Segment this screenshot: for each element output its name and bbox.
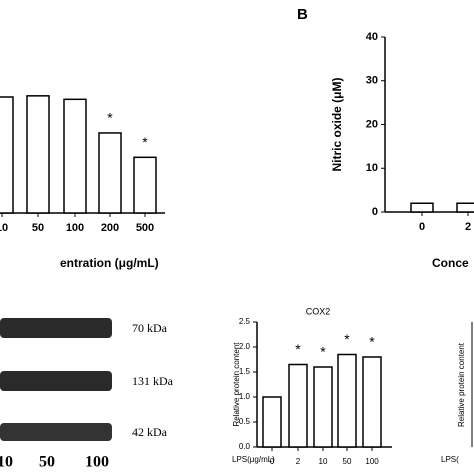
y-tick-label: 30 [366, 75, 378, 87]
x-tick-label: 50 [32, 222, 44, 234]
bar [262, 396, 282, 448]
significance: * [107, 110, 113, 126]
y-tick-label: 0 [372, 206, 378, 218]
y-tick-label: 0.0 [239, 442, 251, 451]
x-axis-label: Conce [432, 256, 469, 270]
y-tick-label: 2.5 [239, 317, 251, 326]
bar [98, 132, 122, 214]
bar [133, 156, 157, 214]
y-tick-label: 1.5 [239, 367, 251, 376]
blot-band [0, 318, 112, 338]
x-tick-label: 0 [419, 221, 425, 233]
bar [456, 202, 474, 213]
x-tick-label: 2 [465, 221, 471, 233]
blot-band [0, 371, 112, 391]
bar [410, 202, 434, 213]
y-tick-label: 20 [366, 118, 378, 130]
blot: 70 kDa 131 kDa 42 kDa 10 50 100 [0, 318, 174, 471]
y-axis-label: Relative protein content [457, 342, 466, 427]
x-tick-label: 100 [365, 457, 379, 466]
bar [63, 98, 87, 214]
y-tick-label: 0.5 [239, 417, 251, 426]
bar [26, 95, 50, 214]
chart-title: COX2 [306, 306, 331, 316]
significance: * [369, 334, 375, 350]
blot-band [0, 423, 112, 441]
x-tick-label: 500 [136, 222, 154, 234]
panel-label: B [297, 6, 308, 23]
y-axis-label: Nitric oxide (μM) [330, 77, 344, 171]
x-tick-label: 200 [101, 222, 119, 234]
marker-label: 70 kDa [132, 321, 168, 335]
lane-label: 50 [39, 454, 55, 471]
lane-label: 100 [85, 454, 109, 471]
x-tick-label: 100 [66, 222, 84, 234]
marker-label: 42 kDa [132, 425, 168, 439]
x-axis-label: LPS(μg/mL) [232, 455, 275, 464]
y-axis-label: Relative protein content [232, 342, 241, 427]
bar [362, 356, 382, 448]
lane-label: 10 [0, 454, 13, 471]
x-tick-label: 50 [343, 457, 352, 466]
x-tick-label: 10 [0, 222, 8, 234]
marker-label: 131 kDa [132, 374, 174, 388]
y-tick-label: 1.0 [239, 392, 251, 401]
significance: * [295, 341, 301, 357]
x-tick-label: 0 [270, 457, 275, 466]
y-tick-label: 40 [366, 31, 378, 43]
y-tick-label: 2.0 [239, 342, 251, 351]
bar [337, 353, 357, 448]
bar [313, 366, 333, 448]
bar [288, 363, 308, 448]
significance: * [142, 134, 148, 150]
x-tick-label: 10 [319, 457, 328, 466]
y-tick-label: 10 [366, 162, 378, 174]
significance: * [344, 331, 350, 347]
bar [0, 96, 14, 214]
x-tick-label: 2 [296, 457, 301, 466]
x-axis-label: entration (μg/mL) [60, 256, 159, 270]
x-axis-label: LPS( [441, 455, 459, 464]
significance: * [320, 344, 326, 360]
